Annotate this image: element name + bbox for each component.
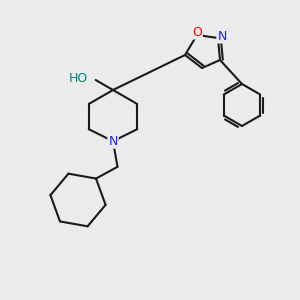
Text: N: N [108,135,118,148]
Text: O: O [192,26,202,38]
Text: HO: HO [68,73,88,85]
Text: N: N [217,29,227,43]
